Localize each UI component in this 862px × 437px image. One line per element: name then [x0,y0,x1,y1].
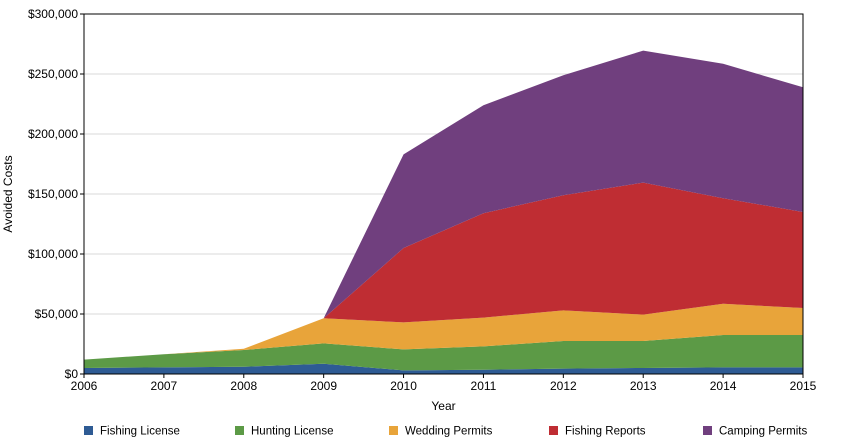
y-tick-label: $250,000 [28,67,78,81]
x-tick-label: 2013 [630,379,657,393]
x-tick-label: 2015 [790,379,817,393]
legend-swatch [389,426,398,435]
area-hunting-license [84,335,803,371]
legend-label: Wedding Permits [405,426,493,437]
legend-label: Hunting License [251,426,333,437]
area-series [84,50,803,374]
x-tick-label: 2008 [230,379,257,393]
x-tick-label: 2006 [71,379,98,393]
y-axis: $0 $50,000 $100,000 $150,000 $200,000 $250,00… [28,7,84,381]
legend: Fishing License Hunting License Wedding Pe… [84,426,807,437]
area-fishing-reports [84,182,803,360]
y-tick-label: $50,000 [35,307,79,321]
y-tick-label: $0 [65,367,79,381]
y-tick-label: $200,000 [28,127,78,141]
area-wedding-permits [84,303,803,360]
legend-swatch [703,426,712,435]
x-tick-label: 2014 [710,379,737,393]
legend-swatch [84,426,93,435]
x-tick-label: 2012 [550,379,577,393]
area-fishing-license [84,363,803,374]
y-axis-title: Avoided Costs [1,155,15,232]
x-axis-title: Year [431,399,455,413]
x-axis: 2006 2007 2008 2009 2010 2011 2012 2013 2014 2015 [71,374,817,393]
y-tick-label: $150,000 [28,187,78,201]
x-tick-label: 2007 [151,379,178,393]
y-tick-label: $300,000 [28,7,78,21]
x-tick-label: 2011 [471,379,497,393]
legend-label: Fishing Reports [565,426,646,437]
x-tick-label: 2010 [390,379,417,393]
legend-label: Camping Permits [719,426,807,437]
area-camping-permits [84,50,803,360]
y-tick-label: $100,000 [28,247,78,261]
legend-swatch [549,426,558,435]
legend-swatch [235,426,244,435]
legend-label: Fishing License [100,426,180,437]
x-tick-label: 2009 [310,379,337,393]
